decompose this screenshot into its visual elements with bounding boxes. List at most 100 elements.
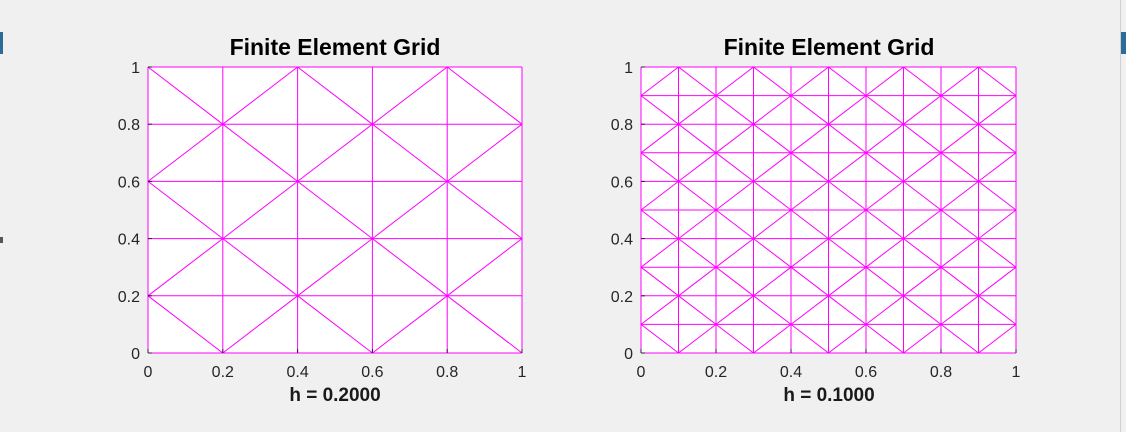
mesh-edge-diagonal [903,295,942,325]
mesh-edge-diagonal [715,209,754,239]
x-tick-label: 0.6 [361,364,383,381]
mesh-edge-diagonal [715,238,754,268]
mesh-edge-diagonal [678,238,717,268]
mesh-edge-diagonal [446,238,523,297]
mesh-edge-diagonal [978,324,1017,354]
background-window-edge-right [1121,32,1126,54]
mesh-edge-diagonal [678,181,717,211]
mesh-edge-diagonal [828,295,867,325]
mesh-edge-diagonal [978,266,1017,297]
mesh-edge-diagonal [903,238,942,268]
mesh-edge-diagonal [903,95,942,125]
mesh-edge-diagonal [865,123,904,154]
mesh-edge-diagonal [147,181,224,239]
mesh-edge-diagonal [753,295,792,325]
mesh-edge-diagonal [297,295,373,354]
mesh-edge-diagonal [903,123,942,154]
mesh-edge-diagonal [715,295,754,325]
mesh-edge-diagonal [297,181,373,239]
mesh-edge-diagonal [978,95,1017,125]
mesh-edge-diagonal [640,181,679,211]
subplot-2-mesh [640,66,1017,354]
mesh-edge-diagonal [640,324,679,354]
mesh-edge-diagonal [828,209,867,239]
x-tick-label: 0.6 [855,364,877,381]
mesh-edge-diagonal [865,209,904,239]
mesh-edge-diagonal [940,295,979,325]
y-tick-label: 0.2 [118,289,140,306]
mesh-edge-diagonal [828,238,867,268]
y-tick-label: 0.8 [611,117,633,134]
mesh-edge-diagonal [678,123,717,154]
mesh-edge-diagonal [678,266,717,297]
mesh-edge-diagonal [903,152,942,182]
mesh-edge-diagonal [715,123,754,154]
x-tick-label: 0.4 [780,364,802,381]
window-border [1120,0,1121,432]
mesh-edge-diagonal [446,123,523,182]
mesh-edge-diagonal [828,66,867,96]
y-tick-label: 0.4 [611,232,633,249]
mesh-edge-diagonal [372,181,448,239]
y-tick-label: 0 [131,346,140,363]
mesh-edge-diagonal [753,324,792,354]
mesh-edge-diagonal [715,95,754,125]
subplot-1-xlabel: h = 0.2000 [289,385,380,406]
mesh-edge-diagonal [828,95,867,125]
mesh-edge-diagonal [372,295,448,354]
mesh-edge-diagonal [753,95,792,125]
mesh-edge-diagonal [978,238,1017,268]
mesh-edge-diagonal [940,95,979,125]
x-tick-label: 0.4 [286,364,308,381]
mesh-edge-diagonal [978,66,1017,96]
mesh-edge-diagonal [222,295,298,354]
y-tick-label: 0.8 [118,117,140,134]
mesh-edge-diagonal [678,66,717,96]
background-window-marker [0,237,3,243]
subplot-2: Finite Element Grid 0 0.2 0.4 0.6 0.8 1 0 0.2 0.… [611,34,1021,406]
mesh-edge-diagonal [940,324,979,354]
mesh-edge-diagonal [790,123,829,154]
mesh-edge-diagonal [222,123,298,182]
mesh-edge-diagonal [903,181,942,211]
mesh-edge-diagonal [753,123,792,154]
mesh-edge-diagonal [222,66,298,125]
mesh-edge-diagonal [978,295,1017,325]
mesh-edge-diagonal [678,209,717,239]
mesh-edge-diagonal [790,209,829,239]
mesh-edge-diagonal [903,66,942,96]
mesh-edge-diagonal [372,123,448,182]
mesh-edge-diagonal [940,266,979,297]
y-tick-label: 0.6 [118,174,140,191]
mesh-edge-diagonal [865,238,904,268]
subplot-2-xlabel: h = 0.1000 [783,385,874,406]
mesh-edge-diagonal [940,238,979,268]
mesh-edge-diagonal [790,181,829,211]
mesh-edge-diagonal [640,266,679,297]
mesh-edge-diagonal [753,209,792,239]
mesh-edge-diagonal [828,123,867,154]
mesh-edge-diagonal [640,295,679,325]
mesh-edge-diagonal [715,181,754,211]
y-tick-label: 1 [131,60,140,77]
mesh-edge-diagonal [297,123,373,182]
mesh-edge-diagonal [865,324,904,354]
x-tick-label: 1 [518,364,527,381]
mesh-edge-diagonal [147,238,224,297]
mesh-edge-diagonal [940,209,979,239]
mesh-edge-diagonal [940,66,979,96]
mesh-edge-diagonal [640,238,679,268]
subplot-1-mesh [147,66,523,354]
mesh-edge-diagonal [865,152,904,182]
mesh-edge-diagonal [978,181,1017,211]
mesh-edge-diagonal [790,95,829,125]
y-tick-label: 0.6 [611,174,633,191]
mesh-edge-diagonal [715,152,754,182]
mesh-edge-diagonal [640,152,679,182]
mesh-edge-diagonal [790,266,829,297]
mesh-edge-diagonal [678,152,717,182]
mesh-edge-diagonal [640,209,679,239]
mesh-edge-diagonal [865,181,904,211]
mesh-edge-diagonal [865,295,904,325]
subplot-2-title: Finite Element Grid [724,34,935,60]
